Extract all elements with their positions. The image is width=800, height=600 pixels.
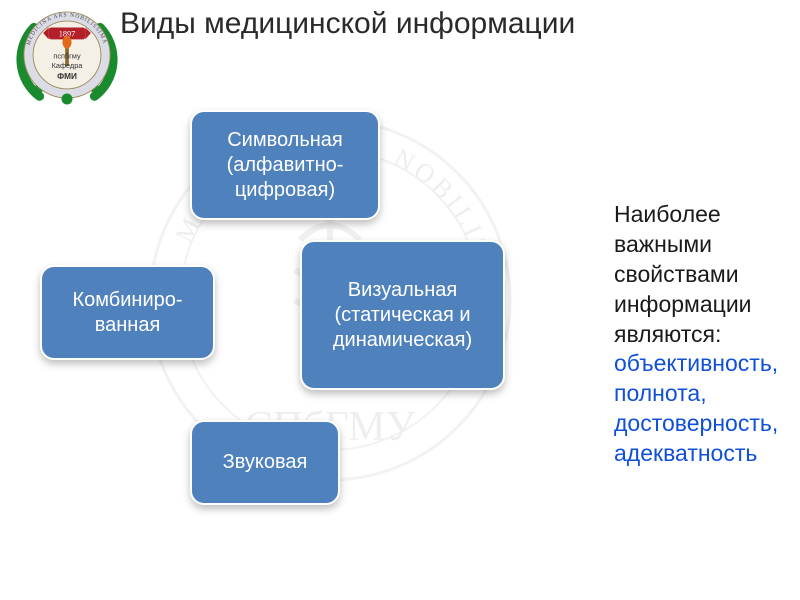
node-bottom: Звуковая xyxy=(190,420,340,505)
university-logo: MEDICINA ARS NOBILISSIMA 1897 пспбгму Ка… xyxy=(12,0,122,110)
types-diagram: Символьная (алфавитно-цифровая) Визуальн… xyxy=(40,110,560,580)
logo-line3: ФМИ xyxy=(57,72,77,81)
node-top: Символьная (алфавитно-цифровая) xyxy=(190,110,380,220)
sidebar-lead: Наиболее важными свойствами информации я… xyxy=(614,201,752,347)
node-label: Визуальная (статическая и динамическая) xyxy=(312,278,493,353)
page-title: Виды медицинской информации xyxy=(120,6,620,42)
sidebar-highlight: объективность, полнота, достоверность, а… xyxy=(614,350,778,466)
node-right: Визуальная (статическая и динамическая) xyxy=(300,240,505,390)
logo-line2: Кафедра xyxy=(52,61,84,70)
logo-line1: пспбгму xyxy=(53,52,81,61)
node-label: Звуковая xyxy=(223,450,308,475)
node-label: Комбиниро-ванная xyxy=(52,288,203,338)
node-left: Комбиниро-ванная xyxy=(40,265,215,360)
sidebar-text: Наиболее важными свойствами информации я… xyxy=(614,200,794,469)
node-label: Символьная (алфавитно-цифровая) xyxy=(202,128,368,203)
